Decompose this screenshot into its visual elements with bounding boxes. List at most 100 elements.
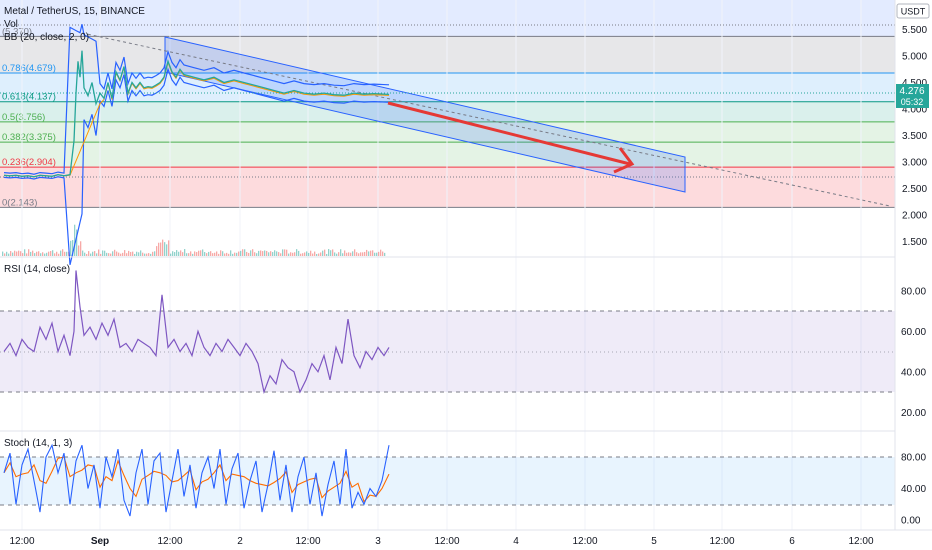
volume-bar [214,252,216,256]
volume-bar [200,250,202,256]
volume-bar [290,252,292,256]
rsi-legend[interactable]: RSI (14, close) [4,264,70,275]
volume-bar [104,250,106,256]
volume-bar [16,251,18,256]
volume-bar [276,251,278,256]
volume-bar [340,249,342,256]
volume-bar [124,250,126,256]
volume-bar [72,240,74,256]
volume-bar [2,251,4,256]
volume-bar [346,252,348,256]
regression-channel[interactable] [164,36,686,193]
volume-bar [280,253,282,256]
volume-bar [34,253,36,256]
volume-bar [32,250,34,256]
stoch-tick-label: 40.00 [901,484,926,495]
fib-level-label: 0.618(4.137) [2,92,56,103]
price-tick-label: 2.000 [902,211,927,222]
stoch-legend[interactable]: Stoch (14, 1, 3) [4,438,72,449]
volume-bar [158,242,160,256]
volume-bar [14,250,16,256]
volume-bar [282,249,284,256]
volume-bar [188,253,190,256]
volume-bar [36,251,38,256]
volume-bar [144,253,146,256]
volume-bar [196,252,198,256]
volume-bar [246,251,248,256]
time-tick-label: 12:00 [157,536,182,547]
volume-bar [300,253,302,256]
bb-legend[interactable]: BB (20, close, 2, 0) [4,32,89,43]
fib-level-label: 0.382(3.375) [2,132,56,143]
volume-bar [216,251,218,256]
volume-bar [298,250,300,256]
volume-bar [358,253,360,256]
volume-bar [202,249,204,256]
volume-bar [134,253,136,256]
volume-bar [332,249,334,256]
volume-bar [256,253,258,256]
volume-bar [156,246,158,256]
volume-bar [206,253,208,256]
rsi-tick-label: 60.00 [901,327,926,338]
volume-bar [162,239,164,256]
time-tick-label: 6 [789,536,795,547]
volume-bar [26,253,28,256]
volume-bar [210,251,212,256]
volume-bar [384,252,386,256]
volume-bar [222,251,224,256]
volume-bar [38,251,40,256]
fib-level-label: 0(2.143) [2,197,37,208]
volume-bar [350,252,352,256]
volume-bar [132,251,134,256]
bar-countdown: 05:32 [901,97,924,107]
volume-bar [248,252,250,256]
volume-bar [180,250,182,256]
volume-bar [120,253,122,256]
trend-arrow[interactable] [387,101,635,174]
volume-bar [374,252,376,256]
volume-bar [376,252,378,256]
volume-bar [328,249,330,256]
volume-bar [112,251,114,256]
volume-bar [186,253,188,256]
volume-bar [114,249,116,256]
volume-bar [220,250,222,256]
volume-bar [208,251,210,256]
bb-lower-band [3,67,390,265]
volume-bar [252,249,254,256]
volume-bar [78,245,80,256]
rsi-band [0,311,895,392]
volume-bar [182,252,184,256]
volume-bar [360,252,362,256]
volume-bar [236,252,238,256]
volume-bar [110,253,112,256]
volume-bar [294,252,296,256]
volume-bar [278,252,280,256]
volume-bar [264,250,266,256]
volume-bar [42,252,44,256]
time-axis[interactable] [0,530,932,550]
volume-bar [12,252,14,256]
symbol-title[interactable]: Metal / TetherUS, 15, BINANCE [4,6,145,17]
time-tick-label: 12:00 [572,536,597,547]
volume-bar [212,253,214,256]
volume-bar [266,250,268,256]
volume-bar [152,251,154,256]
stoch-k-series [3,443,390,517]
volume-bar [128,250,130,256]
price-tick-label: 3.500 [902,131,927,142]
stoch-tick-label: 0.00 [901,516,921,527]
volume-bar [270,251,272,256]
volume-bar [106,252,108,256]
volume-bar [242,249,244,256]
volume-bar [262,251,264,256]
volume-bar [138,252,140,256]
stoch-axis-ticks: 80.00 40.00 0.00 [901,453,926,527]
volume-bar [146,253,148,256]
volume-bar [76,229,78,256]
volume-bar [268,252,270,256]
currency-button[interactable] [896,3,930,19]
volume-legend[interactable]: Vol [4,19,18,30]
